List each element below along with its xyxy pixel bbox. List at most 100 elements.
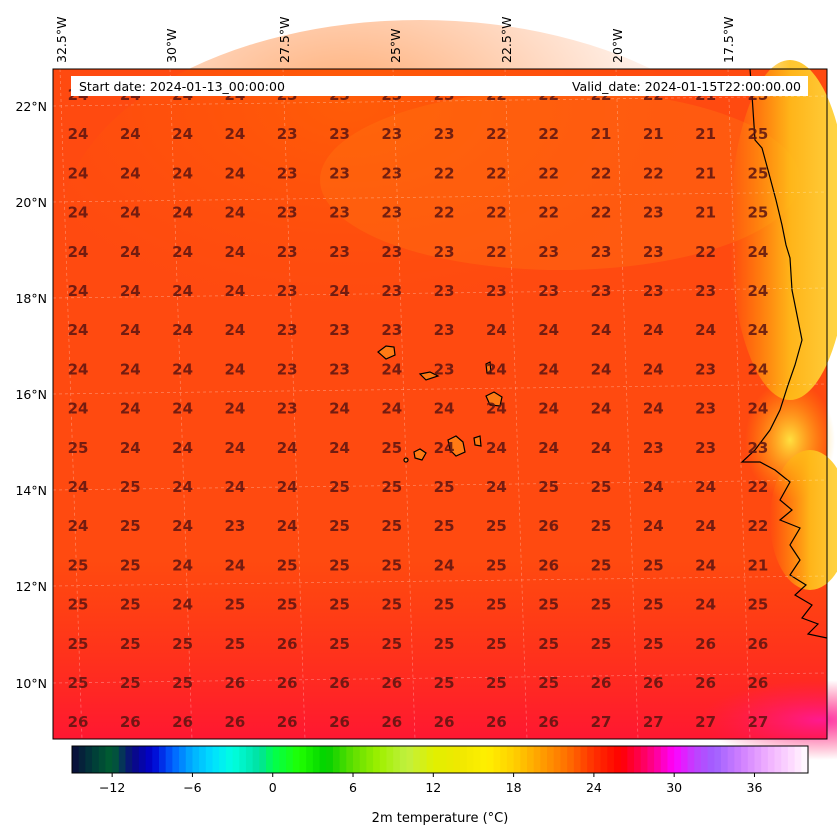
colorbar-cell: [78, 746, 86, 773]
colorbar-tick-label: 0: [269, 780, 277, 795]
grid-value-label: 23: [434, 125, 455, 143]
colorbar-cell: [386, 746, 394, 773]
colorbar-tick-label: 24: [586, 780, 602, 795]
colorbar-cell: [761, 746, 769, 773]
grid-value-label: 22: [486, 125, 507, 143]
grid-value-label: 25: [486, 517, 507, 535]
colorbar-cell: [727, 746, 735, 773]
colorbar-cell: [774, 746, 782, 773]
grid-value-label: 22: [434, 164, 455, 182]
grid-value-label: 24: [224, 204, 245, 222]
grid-value-label: 23: [381, 282, 402, 300]
grid-value-label: 24: [68, 125, 89, 143]
grid-value-label: 24: [381, 400, 402, 418]
grid-value-label: 23: [329, 243, 350, 261]
grid-value-label: 23: [434, 321, 455, 339]
grid-value-label: 24: [68, 478, 89, 496]
colorbar-cell: [279, 746, 287, 773]
grid-value-label: 26: [747, 674, 768, 692]
colorbar-cell: [319, 746, 327, 773]
grid-value-label: 26: [538, 713, 559, 731]
grid-value-label: 23: [643, 204, 664, 222]
grid-value-label: 23: [277, 360, 298, 378]
colorbar-cell: [172, 746, 180, 773]
grid-value-label: 24: [68, 360, 89, 378]
grid-value-label: 24: [277, 478, 298, 496]
lon-label: 30°W: [164, 28, 179, 63]
colorbar-cell: [694, 746, 702, 773]
colorbar-cell: [607, 746, 615, 773]
colorbar-tick-label: −6: [183, 780, 201, 795]
grid-value-label: 24: [224, 400, 245, 418]
grid-value-label: 25: [747, 164, 768, 182]
grid-value-label: 24: [329, 439, 350, 457]
grid-value-label: 22: [591, 204, 612, 222]
grid-value-label: 24: [224, 282, 245, 300]
colorbar-cell: [192, 746, 200, 773]
colorbar-cell: [700, 746, 709, 773]
grid-value-label: 25: [643, 596, 664, 614]
grid-value-label: 22: [591, 164, 612, 182]
lat-label: 10°N: [15, 676, 47, 691]
grid-value-label: 24: [172, 596, 193, 614]
grid-value-label: 23: [538, 282, 559, 300]
grid-value-label: 23: [277, 243, 298, 261]
grid-value-label: 24: [747, 243, 768, 261]
colorbar-cell: [613, 746, 622, 773]
grid-value-label: 22: [747, 478, 768, 496]
grid-value-label: 24: [643, 360, 664, 378]
grid-value-label: 24: [277, 517, 298, 535]
colorbar-cell: [433, 746, 441, 773]
grid-value-label: 21: [695, 125, 716, 143]
grid-value-label: 24: [120, 243, 141, 261]
grid-value-label: 23: [381, 321, 402, 339]
colorbar-cell: [326, 746, 334, 773]
grid-value-label: 25: [643, 556, 664, 574]
grid-value-label: 24: [68, 321, 89, 339]
grid-value-label: 21: [643, 125, 664, 143]
grid-value-label: 23: [277, 164, 298, 182]
grid-value-label: 21: [747, 556, 768, 574]
grid-value-label: 23: [329, 321, 350, 339]
colorbar-cell: [513, 746, 521, 773]
grid-value-label: 25: [172, 635, 193, 653]
grid-value-label: 24: [434, 556, 455, 574]
grid-value-label: 23: [329, 204, 350, 222]
meridian-line: [615, 68, 639, 740]
colorbar-cell: [547, 746, 555, 773]
grid-value-label: 23: [434, 243, 455, 261]
colorbar-cell: [734, 746, 742, 773]
colorbar-cell: [165, 746, 173, 773]
grid-value-label: 22: [538, 164, 559, 182]
grid-value-label: 25: [434, 517, 455, 535]
colorbar: −12 −6 0 6 12 18 24 30 36 2m temperature (°C): [71, 745, 809, 826]
colorbar-cell: [426, 746, 434, 773]
grid-value-label: 23: [591, 243, 612, 261]
colorbar-cell: [219, 746, 227, 773]
grid-value-label: 25: [486, 596, 507, 614]
grid-value-label: 25: [381, 635, 402, 653]
grid-value-label: 25: [486, 635, 507, 653]
grid-value-label: 25: [381, 596, 402, 614]
colorbar-cell: [573, 746, 582, 773]
colorbar-cell: [466, 746, 475, 773]
start-date-label: Start date: 2024-01-13_00:00:00: [79, 79, 285, 94]
colorbar-cell: [118, 746, 127, 773]
grid-value-label: 24: [120, 125, 141, 143]
colorbar-cell: [399, 746, 408, 773]
grid-value-label: 25: [224, 596, 245, 614]
grid-value-label: 26: [68, 713, 89, 731]
grid-value-label: 24: [329, 400, 350, 418]
grid-value-label: 24: [381, 360, 402, 378]
grid-value-label: 25: [591, 517, 612, 535]
colorbar-cell: [245, 746, 254, 773]
grid-value-label: 26: [486, 713, 507, 731]
grid-value-label: 25: [120, 556, 141, 574]
colorbar-cell: [627, 746, 635, 773]
grid-value-label: 22: [695, 243, 716, 261]
grid-value-label: 24: [695, 478, 716, 496]
colorbar-cell: [366, 746, 374, 773]
colorbar-cell: [353, 746, 361, 773]
grid-value-label: 24: [172, 204, 193, 222]
colorbar-cell: [674, 746, 682, 773]
